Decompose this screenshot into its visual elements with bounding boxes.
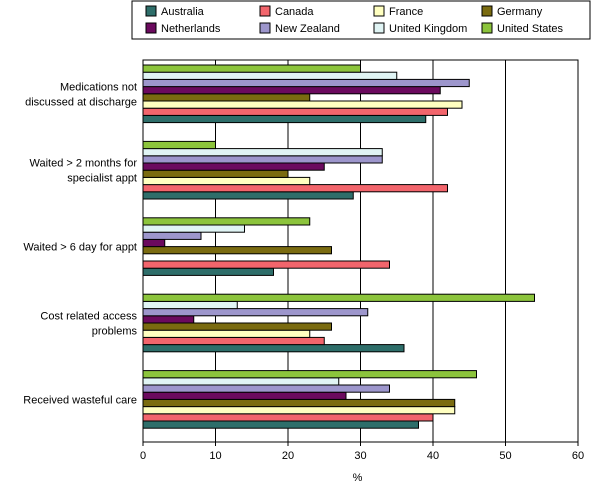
bar-netherlands-3 — [142, 238, 166, 248]
bar-france-2 — [142, 176, 311, 186]
legend-label-france: France — [389, 6, 423, 18]
bar-new-zealand-1 — [142, 78, 470, 88]
bar-canada-4 — [142, 336, 325, 346]
legend-label-netherlands: Netherlands — [161, 23, 221, 35]
category-label-1-line-1: Medications not — [60, 81, 137, 93]
bar-netherlands-1 — [142, 86, 441, 95]
category-label-4-line-1: Cost related access — [40, 311, 137, 323]
bar-netherlands-4 — [142, 315, 195, 324]
bar-netherlands-5 — [142, 391, 347, 400]
category-label-4-line-2: problems — [92, 326, 138, 338]
category-label-2-line-1: Waited > 2 months for — [29, 158, 137, 170]
bar-canada-5 — [142, 413, 434, 422]
category-label-5-line-1: Received wasteful care — [23, 394, 137, 406]
legend: Australia Canada France Germany Netherlands N… — [131, 0, 591, 40]
legend-label-germany: Germany — [497, 6, 543, 18]
legend-swatch-netherlands — [145, 22, 157, 34]
bar-new-zealand-2 — [142, 155, 383, 164]
bar-australia-4 — [142, 344, 405, 353]
bar-united-kingdom-3 — [142, 224, 245, 233]
bar-united-kingdom-1 — [142, 71, 398, 80]
legend-label-united-states: United States — [497, 23, 564, 35]
bar-canada-2 — [142, 184, 448, 193]
legend-swatch-france — [373, 5, 385, 17]
bar-canada-1 — [142, 107, 448, 116]
bar-united-kingdom-2 — [142, 148, 383, 157]
bar-new-zealand-4 — [142, 308, 369, 317]
bar-germany-2 — [142, 169, 289, 178]
bar-germany-1 — [142, 93, 311, 102]
legend-box — [131, 0, 591, 40]
category-label-2-line-2: specialist appt — [67, 173, 137, 185]
bar-france-4 — [142, 329, 311, 338]
x-tick-label-60: 60 — [572, 450, 584, 462]
legend-swatch-germany — [481, 5, 493, 17]
bar-united-kingdom-4 — [142, 300, 238, 310]
legend-swatch-united-states — [481, 22, 493, 34]
bar-new-zealand-5 — [142, 384, 390, 393]
bar-australia-1 — [142, 114, 427, 124]
x-tick-label-0: 0 — [140, 450, 146, 462]
x-axis-ticks: 0 10 20 30 40 50 60 — [140, 442, 584, 462]
x-tick-label-30: 30 — [354, 450, 366, 462]
bar-united-states-1 — [142, 64, 361, 73]
category-label-3-line-1: Waited > 6 day for appt — [23, 242, 137, 254]
legend-label-new-zealand: New Zealand — [275, 23, 340, 35]
category-label-1-line-2: discussed at discharge — [25, 96, 137, 108]
bars — [142, 64, 535, 429]
legend-label-australia: Australia — [161, 6, 205, 18]
bar-united-kingdom-5 — [142, 377, 340, 386]
bar-united-states-2 — [142, 140, 216, 150]
bar-netherlands-2 — [142, 162, 325, 171]
bar-france-5 — [142, 406, 456, 415]
bar-australia-3 — [142, 267, 274, 276]
bar-united-states-4 — [142, 293, 535, 302]
bar-australia-5 — [142, 420, 419, 429]
legend-swatch-australia — [145, 5, 157, 17]
legend-swatch-united-kingdom — [373, 22, 385, 34]
bar-france-1 — [142, 100, 463, 109]
bar-germany-3 — [142, 246, 332, 255]
legend-swatch-new-zealand — [259, 22, 271, 34]
bar-germany-5 — [142, 398, 456, 408]
bar-canada-3 — [142, 260, 390, 269]
category-labels: Medications not discussed at discharge Wai… — [23, 81, 137, 406]
bar-united-states-5 — [142, 370, 477, 379]
legend-swatch-canada — [259, 5, 271, 17]
bar-united-states-3 — [142, 217, 311, 226]
legend-label-canada: Canada — [275, 6, 314, 18]
x-tick-label-20: 20 — [282, 450, 294, 462]
x-tick-label-50: 50 — [499, 450, 511, 462]
bar-new-zealand-3 — [142, 231, 202, 240]
x-tick-label-10: 10 — [209, 450, 221, 462]
bar-australia-2 — [142, 191, 354, 200]
bar-germany-4 — [142, 322, 332, 331]
legend-label-united-kingdom: United Kingdom — [389, 23, 467, 35]
x-tick-label-40: 40 — [427, 450, 439, 462]
x-axis-title: % — [353, 472, 363, 484]
